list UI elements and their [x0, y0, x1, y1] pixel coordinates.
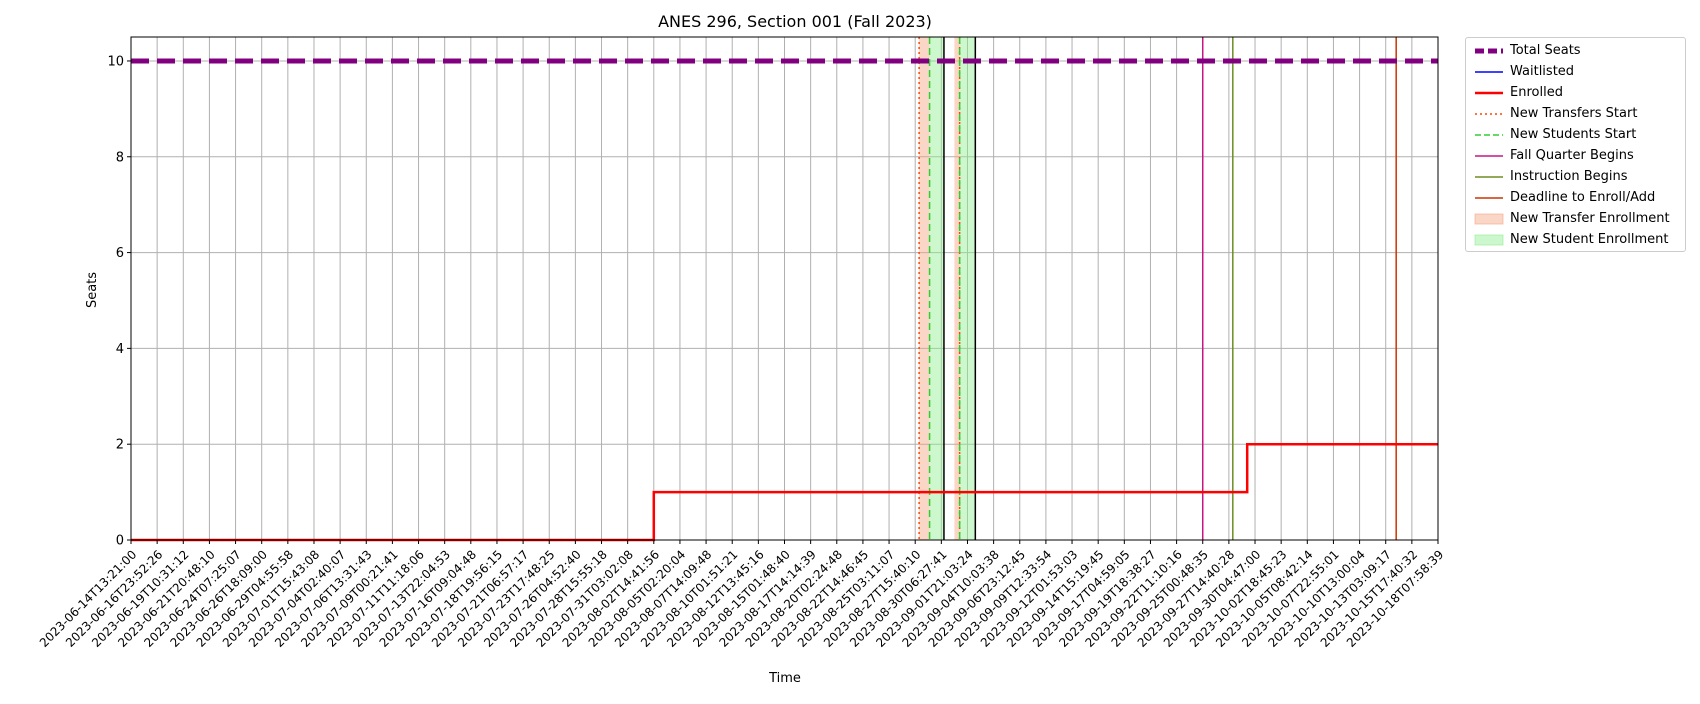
legend-label: Waitlisted [1510, 64, 1575, 79]
shaded-region [919, 37, 930, 540]
legend-item: New Transfer Enrollment [1466, 209, 1686, 229]
legend-item: Enrolled [1466, 83, 1686, 103]
vertical-markers [918, 37, 1397, 540]
legend-item: Waitlisted [1466, 62, 1686, 82]
legend-label: Instruction Begins [1510, 169, 1628, 184]
legend-item: Fall Quarter Begins [1466, 146, 1686, 166]
legend-swatch [1475, 91, 1503, 95]
shaded-region [959, 37, 976, 540]
y-tick-label: 0 [116, 534, 124, 549]
shaded-region [929, 37, 944, 540]
legend-label: Deadline to Enroll/Add [1510, 190, 1656, 205]
legend-item: Deadline to Enroll/Add [1466, 188, 1686, 208]
y-tick-label: 8 [116, 150, 124, 165]
y-tick-label: 4 [116, 342, 124, 357]
legend-swatch [1474, 213, 1504, 225]
legend-item: New Student Enrollment [1466, 230, 1686, 250]
legend-item: Total Seats [1466, 41, 1686, 61]
legend-swatch [1475, 176, 1503, 178]
legend: Total Seats Waitlisted Enrolled New Transfe… [1465, 37, 1686, 252]
legend-swatch [1475, 197, 1503, 199]
legend-swatch-patch [1474, 234, 1504, 246]
shaded-regions [919, 37, 976, 540]
y-axis-label: Seats [85, 272, 100, 308]
legend-label: New Transfer Enrollment [1510, 211, 1670, 226]
shaded-region [954, 37, 960, 540]
legend-swatch-patch [1474, 213, 1504, 225]
grid-layer [130, 37, 1439, 541]
x-axis-label: Time [768, 671, 801, 686]
legend-swatch [1475, 48, 1503, 54]
legend-item: Instruction Begins [1466, 167, 1686, 187]
legend-swatch [1475, 71, 1503, 73]
legend-swatch [1475, 155, 1503, 157]
legend-label: Enrolled [1510, 85, 1563, 100]
y-tick-label: 2 [116, 438, 124, 453]
legend-swatch [1475, 134, 1503, 136]
y-tick-label: 6 [116, 246, 124, 261]
legend-label: Total Seats [1510, 43, 1581, 58]
legend-label: Fall Quarter Begins [1510, 148, 1634, 163]
chart-title: ANES 296, Section 001 (Fall 2023) [658, 12, 932, 31]
legend-item: New Students Start [1466, 125, 1686, 145]
axes: 02468102023-06-14T13:21:002023-06-16T23:… [37, 36, 1446, 650]
legend-label: New Student Enrollment [1510, 232, 1669, 247]
legend-swatch [1474, 234, 1504, 246]
legend-label: New Transfers Start [1510, 106, 1638, 121]
y-tick-label: 10 [107, 54, 124, 69]
legend-label: New Students Start [1510, 127, 1637, 142]
legend-item: New Transfers Start [1466, 104, 1686, 124]
